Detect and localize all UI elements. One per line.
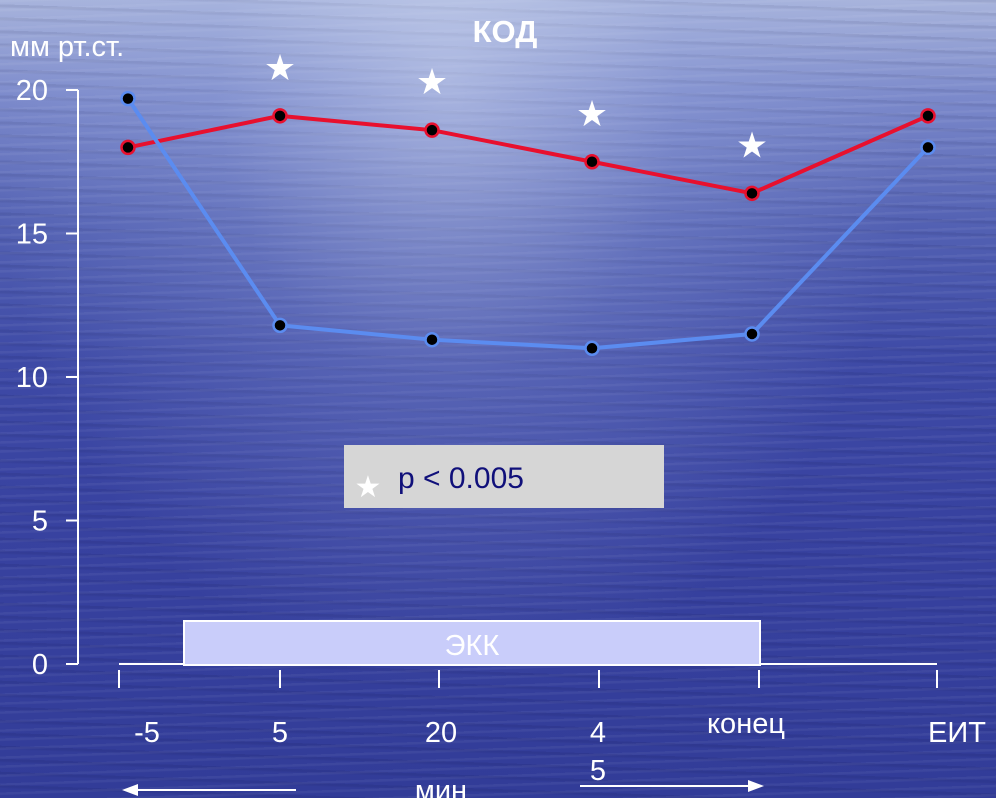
significance-star-icon: ★ bbox=[264, 48, 296, 89]
series-1-point bbox=[584, 154, 600, 170]
legend-text: p < 0.005 bbox=[398, 462, 524, 495]
series-2-point bbox=[744, 326, 760, 342]
x-tick-label: 4 bbox=[590, 717, 606, 749]
y-tick-label: 10 bbox=[16, 362, 48, 394]
significance-star-icon: ★ bbox=[576, 94, 608, 135]
y-axis-label: мм рт.ст. bbox=[10, 31, 124, 63]
series-layer bbox=[120, 90, 936, 357]
y-tick-label: 15 bbox=[16, 219, 48, 251]
series-1-point bbox=[120, 139, 136, 156]
x-tick-label: 5 bbox=[272, 717, 288, 749]
right-arrow-icon bbox=[748, 780, 764, 792]
series-2-point bbox=[920, 139, 936, 156]
significance-star-icon: ★ bbox=[416, 62, 448, 103]
series-1-point bbox=[744, 185, 760, 202]
significance-stars: ★ ★ ★ ★ bbox=[264, 48, 768, 166]
x-tick-label: конец bbox=[707, 708, 785, 740]
legend-box bbox=[344, 445, 664, 508]
x-tick-label: ЕИТ bbox=[928, 717, 986, 749]
y-tick-label: 20 bbox=[16, 75, 48, 107]
legend-star-icon: ★ bbox=[355, 470, 382, 505]
x-tick-label: -5 bbox=[134, 717, 160, 749]
y-tick-label: 0 bbox=[32, 649, 48, 681]
series-line-2 bbox=[126, 97, 930, 351]
series-2-point bbox=[120, 90, 136, 107]
y-tick-label: 5 bbox=[32, 506, 48, 538]
x-extra-label: 5 bbox=[590, 755, 606, 787]
series-1-point bbox=[920, 108, 936, 124]
x-axis-ticks: -5 5 20 4 конец ЕИТ bbox=[118, 670, 986, 749]
x-axis-label: мин bbox=[415, 775, 467, 798]
y-axis-ticks: 0 5 10 15 20 bbox=[16, 75, 78, 681]
x-tick-label: 20 bbox=[425, 717, 457, 749]
series-1-point bbox=[424, 122, 440, 138]
series-2-point bbox=[584, 340, 600, 357]
series-2-point bbox=[272, 317, 288, 334]
ekk-label: ЭКК bbox=[445, 630, 500, 662]
significance-star-icon: ★ bbox=[736, 125, 768, 166]
series-line-1 bbox=[127, 113, 929, 196]
series-2-point bbox=[424, 331, 440, 348]
ekk-bar bbox=[183, 620, 761, 666]
series-1-point bbox=[272, 108, 288, 124]
chart-title: КОД bbox=[473, 14, 538, 49]
left-arrow-icon bbox=[122, 784, 138, 796]
